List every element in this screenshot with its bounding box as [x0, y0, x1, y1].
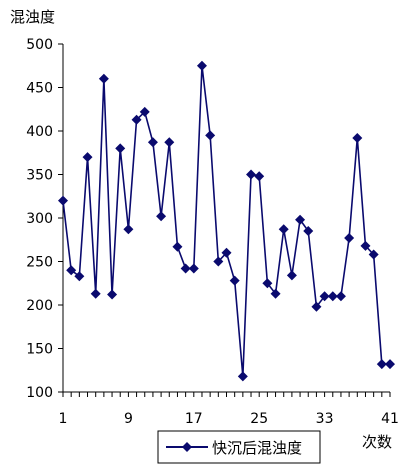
data-point-marker [237, 371, 248, 382]
y-tick-label: 500 [26, 37, 53, 53]
data-point-marker [115, 143, 126, 154]
axes [62, 44, 390, 393]
data-point-marker [295, 214, 306, 225]
data-point-marker [311, 301, 322, 312]
x-tick-label: 25 [250, 411, 268, 427]
data-point-marker [74, 271, 85, 282]
x-axis-title: 次数 [362, 433, 392, 451]
data-point-marker [82, 152, 93, 163]
data-point-marker [278, 224, 289, 235]
y-tick-label: 250 [26, 255, 53, 271]
data-point-marker [180, 263, 191, 274]
data-point-marker [90, 288, 101, 299]
data-point-marker [254, 171, 265, 182]
y-tick-label: 350 [26, 168, 53, 184]
data-point-marker [139, 106, 150, 117]
data-point-marker [66, 265, 77, 276]
data-point-marker [319, 291, 330, 302]
data-point-marker [164, 137, 175, 148]
data-point-marker [107, 289, 118, 300]
data-point-marker [286, 270, 297, 281]
legend: 快沉后混浊度 [157, 430, 321, 464]
data-point-marker [147, 137, 158, 148]
y-tick-label: 450 [26, 81, 53, 97]
legend-marker-swatch [182, 442, 192, 452]
data-point-marker [376, 359, 387, 370]
x-tick-label: 9 [124, 411, 133, 427]
data-point-marker [385, 359, 395, 370]
data-point-marker [156, 211, 167, 222]
data-point-marker [172, 241, 183, 252]
y-tick-label: 150 [26, 342, 53, 358]
data-point-marker [262, 278, 273, 289]
data-point-marker [213, 256, 224, 267]
data-point-marker [123, 224, 134, 235]
y-tick-label: 300 [26, 211, 53, 227]
x-tick-label: 41 [381, 411, 399, 427]
x-ticks: 1 9 17 25 33 41 [59, 392, 399, 427]
y-tick-label: 400 [26, 124, 53, 140]
data-point-marker [327, 291, 338, 302]
data-point-marker [303, 226, 314, 237]
data-point-marker [229, 275, 240, 286]
x-tick-label: 17 [185, 411, 203, 427]
data-point-marker [360, 240, 371, 251]
series-group [58, 60, 395, 382]
data-point-marker [205, 130, 216, 141]
data-point-marker [131, 114, 142, 125]
data-point-marker [196, 60, 207, 71]
x-tick-label: 1 [59, 411, 68, 427]
legend-box [157, 430, 321, 464]
legend-series-label: 快沉后混浊度 [212, 439, 302, 457]
x-tick-label: 33 [316, 411, 334, 427]
data-point-marker [98, 73, 109, 84]
data-point-marker [352, 132, 363, 143]
y-axis-title: 混浊度 [10, 8, 55, 26]
data-point-marker [221, 247, 232, 258]
data-point-marker [335, 291, 346, 302]
y-ticks: 100 150 200 250 300 350 400 450 500 [26, 37, 63, 401]
y-tick-label: 100 [26, 385, 53, 401]
data-point-marker [368, 249, 379, 260]
data-point-marker [270, 288, 281, 299]
data-point-marker [246, 169, 257, 180]
data-point-marker [188, 263, 199, 274]
data-point-marker [344, 233, 355, 244]
data-point-marker [58, 195, 68, 206]
y-tick-label: 200 [26, 298, 53, 314]
series-line [62, 65, 390, 377]
